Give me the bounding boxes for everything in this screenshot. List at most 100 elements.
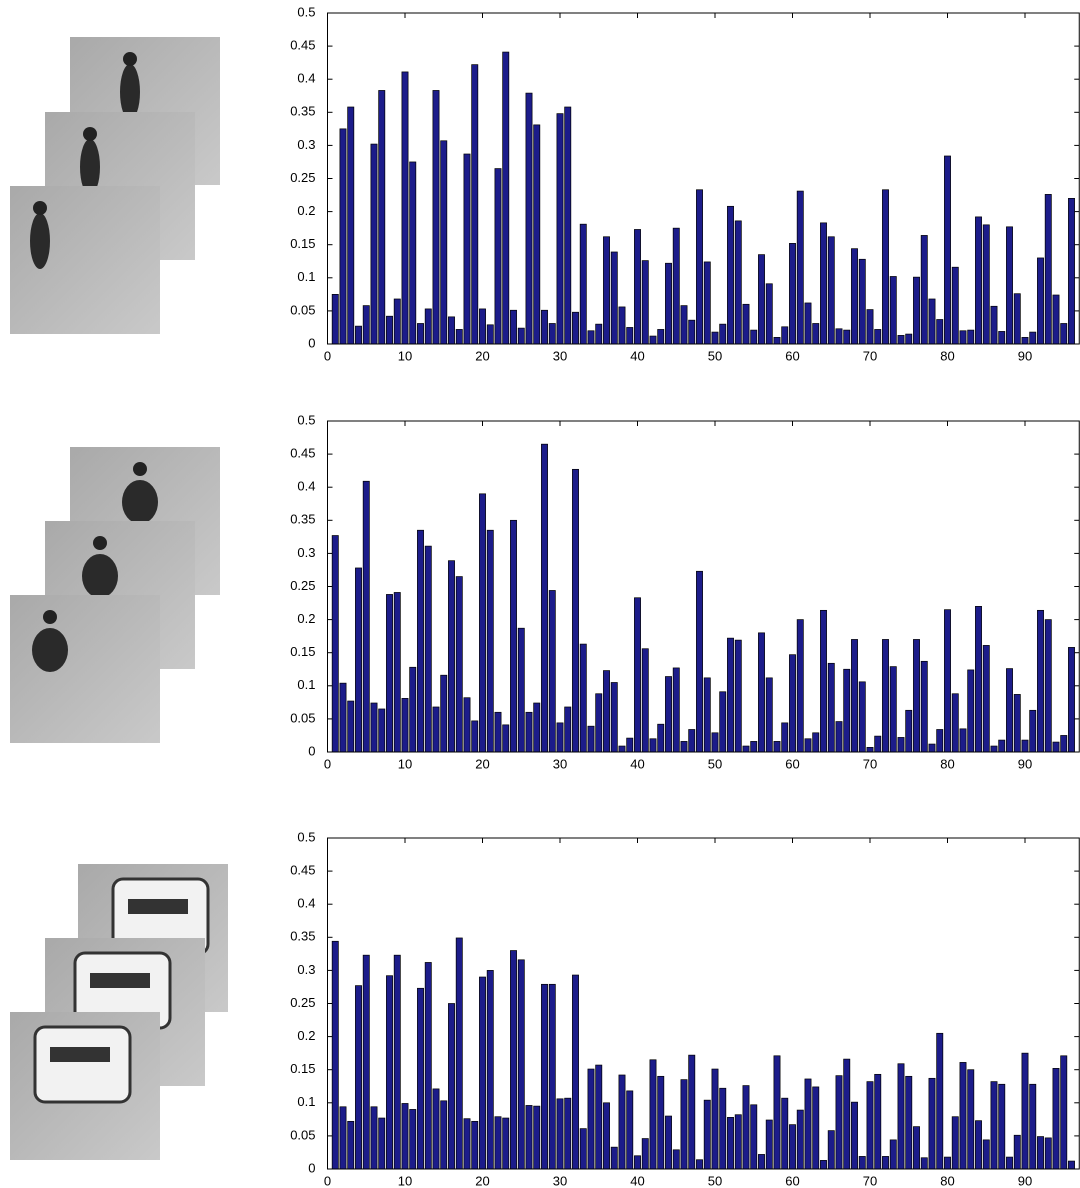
bar: [603, 671, 609, 752]
page: 00.050.10.150.20.250.30.350.40.450.50102…: [0, 0, 1080, 1188]
bar: [650, 739, 656, 752]
y-tick-label: 0.2: [297, 611, 315, 626]
thumbnail-frame: [10, 186, 160, 334]
bar: [890, 276, 896, 344]
x-tick-label: 60: [785, 348, 799, 363]
y-tick-label: 0.5: [297, 4, 315, 19]
bar: [712, 1069, 718, 1169]
bar: [503, 725, 509, 752]
bar: [898, 1064, 904, 1169]
bar: [603, 237, 609, 344]
bar: [882, 1156, 888, 1169]
bar: [332, 941, 338, 1169]
bar: [875, 329, 881, 344]
bar: [789, 1125, 795, 1169]
thumbnail-head: [133, 462, 147, 476]
bar: [371, 1107, 377, 1169]
y-tick-label: 0.35: [290, 929, 315, 944]
bar: [867, 747, 873, 752]
bar: [510, 951, 516, 1169]
bar: [650, 336, 656, 344]
bar: [937, 729, 943, 752]
bar: [518, 328, 524, 344]
bar: [441, 141, 447, 344]
bar: [991, 746, 997, 752]
bar: [1006, 1157, 1012, 1169]
bar: [789, 655, 795, 752]
bar: [603, 1103, 609, 1169]
bar: [991, 1082, 997, 1169]
chart: 00.050.10.150.20.250.30.350.40.450.50102…: [290, 829, 1079, 1188]
bar: [828, 663, 834, 752]
y-tick-label: 0.2: [297, 1028, 315, 1043]
bar: [727, 1117, 733, 1169]
bar: [929, 1078, 935, 1169]
y-tick-label: 0.3: [297, 545, 315, 560]
bar: [727, 638, 733, 752]
thumbnail-head: [33, 201, 47, 215]
bar: [611, 252, 617, 344]
x-tick-label: 50: [708, 1173, 722, 1188]
bar: [813, 733, 819, 752]
bar: [588, 726, 594, 752]
y-tick-label: 0.05: [290, 1127, 315, 1142]
bar: [572, 975, 578, 1169]
bar: [859, 682, 865, 752]
thumbnail-window: [90, 973, 150, 988]
bar: [774, 337, 780, 344]
bar: [487, 970, 493, 1169]
x-tick-label: 20: [475, 348, 489, 363]
y-tick-label: 0.25: [290, 995, 315, 1010]
bar: [696, 190, 702, 344]
bar: [882, 190, 888, 344]
bar: [968, 1070, 974, 1169]
bar: [673, 1150, 679, 1169]
y-tick-label: 0.15: [290, 644, 315, 659]
bar: [363, 955, 369, 1169]
bar: [735, 1115, 741, 1169]
bar: [417, 988, 423, 1169]
bar: [820, 1160, 826, 1169]
bar: [650, 1060, 656, 1169]
plot-frame: [328, 838, 1080, 1169]
bar: [565, 707, 571, 752]
x-tick-label: 30: [553, 348, 567, 363]
x-tick-label: 20: [475, 756, 489, 771]
x-tick-label: 50: [708, 348, 722, 363]
bar: [689, 1055, 695, 1169]
x-tick-label: 0: [324, 348, 331, 363]
bar: [743, 304, 749, 344]
bar: [425, 309, 431, 344]
bar: [456, 938, 462, 1169]
bar: [952, 694, 958, 752]
thumbnail-head: [123, 52, 137, 66]
bar: [1030, 710, 1036, 752]
bar: [340, 683, 346, 752]
bar: [487, 325, 493, 344]
bar: [952, 1117, 958, 1169]
bar: [859, 1156, 865, 1169]
bar: [673, 668, 679, 752]
bar: [394, 299, 400, 344]
bar: [913, 1127, 919, 1169]
bar: [472, 1121, 478, 1169]
thumbnail-figure: [120, 64, 140, 120]
bar: [820, 610, 826, 752]
y-tick-label: 0.1: [297, 1094, 315, 1109]
bar: [526, 93, 532, 344]
bar: [1045, 1138, 1051, 1169]
bar: [596, 324, 602, 344]
bar: [495, 712, 501, 752]
x-tick-label: 90: [1018, 1173, 1032, 1188]
bar: [394, 592, 400, 752]
bar: [797, 191, 803, 344]
bar: [1022, 1053, 1028, 1169]
bar: [627, 1091, 633, 1169]
y-tick-label: 0.4: [297, 479, 315, 494]
bar: [1030, 332, 1036, 344]
y-tick-label: 0.25: [290, 578, 315, 593]
y-tick-label: 0: [308, 743, 315, 758]
bar: [983, 225, 989, 344]
bar: [627, 738, 633, 752]
bar: [890, 667, 896, 752]
